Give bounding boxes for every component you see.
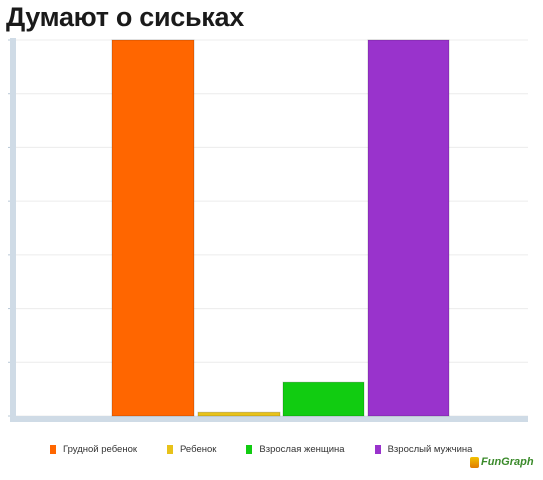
legend-swatch-child xyxy=(167,445,174,454)
legend-item-adult-woman: Взрослая женщина xyxy=(246,444,345,455)
logo-icon xyxy=(470,456,479,468)
legend-swatch-adult-woman xyxy=(246,445,253,454)
legend-label-adult-man: Взрослый мужчина xyxy=(387,444,473,455)
legend-swatch-infant xyxy=(50,445,56,454)
legend-label-infant: Грудной ребенок xyxy=(63,444,138,455)
legend-item-child: Ребенок xyxy=(167,444,216,455)
bar-2 xyxy=(282,381,365,417)
legend-label-child: Ребенок xyxy=(180,444,217,455)
legend-label-adult-woman: Взрослая женщина xyxy=(259,444,345,455)
y-axis xyxy=(10,38,16,422)
fungraph-logo: FunGraph xyxy=(470,456,534,468)
legend: Грудной ребенок Ребенок Взрослая женщина… xyxy=(50,444,472,455)
logo-text: FunGraph xyxy=(481,456,534,468)
bar-chart xyxy=(8,38,528,422)
chart-title: Думают о сиськах xyxy=(6,2,244,32)
legend-swatch-adult-man xyxy=(374,445,381,454)
bar-1 xyxy=(197,411,281,417)
x-axis xyxy=(10,416,528,422)
legend-item-infant: Грудной ребенок xyxy=(50,444,137,455)
bar-3 xyxy=(367,39,450,417)
bar-0 xyxy=(111,39,195,417)
legend-item-adult-man: Взрослый мужчина xyxy=(374,444,473,455)
